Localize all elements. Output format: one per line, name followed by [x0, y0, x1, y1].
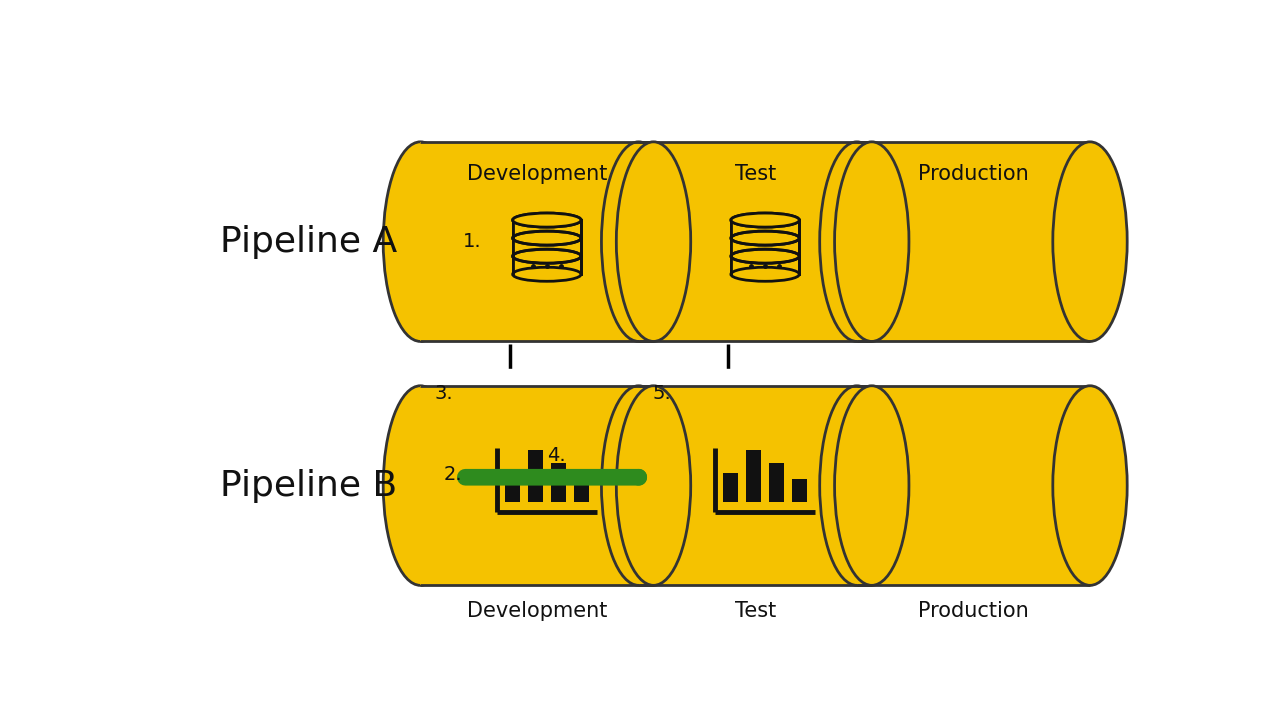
Ellipse shape — [617, 386, 691, 585]
Ellipse shape — [513, 213, 581, 227]
Ellipse shape — [731, 267, 799, 282]
Bar — [504, 474, 520, 502]
Ellipse shape — [513, 249, 581, 264]
Text: Pipeline A: Pipeline A — [220, 225, 397, 258]
Bar — [769, 463, 785, 502]
Text: 2.: 2. — [443, 465, 462, 484]
Ellipse shape — [513, 231, 581, 245]
Text: 1.: 1. — [463, 232, 481, 251]
Ellipse shape — [602, 386, 676, 585]
Bar — [723, 474, 739, 502]
Text: Pipeline B: Pipeline B — [220, 469, 397, 503]
Ellipse shape — [731, 213, 799, 227]
Ellipse shape — [819, 386, 893, 585]
Bar — [420, 386, 654, 585]
Ellipse shape — [835, 142, 909, 341]
Bar — [513, 220, 581, 274]
Text: Test: Test — [735, 601, 776, 621]
Ellipse shape — [513, 267, 581, 282]
Bar — [420, 142, 654, 341]
Ellipse shape — [731, 231, 799, 245]
Ellipse shape — [819, 142, 893, 341]
Text: 3.: 3. — [434, 384, 453, 403]
Bar — [856, 386, 1091, 585]
Ellipse shape — [731, 249, 799, 264]
Bar — [420, 142, 654, 341]
Bar — [639, 386, 872, 585]
Text: 5.: 5. — [652, 384, 671, 403]
Bar — [573, 479, 589, 502]
Bar — [856, 142, 1091, 341]
Text: Test: Test — [735, 164, 776, 184]
Bar — [527, 450, 543, 502]
Ellipse shape — [731, 213, 799, 227]
Bar — [792, 479, 808, 502]
Ellipse shape — [383, 142, 458, 341]
Text: 4.: 4. — [548, 446, 566, 464]
Bar — [420, 386, 654, 585]
Text: Development: Development — [467, 601, 607, 621]
Ellipse shape — [1052, 142, 1128, 341]
Bar — [639, 142, 872, 341]
Ellipse shape — [1052, 386, 1128, 585]
Bar — [513, 220, 580, 274]
Bar — [856, 386, 1091, 585]
Bar — [731, 220, 799, 274]
Bar — [639, 386, 872, 585]
Bar — [732, 220, 799, 274]
Text: Development: Development — [467, 164, 607, 184]
Bar — [639, 142, 872, 341]
Ellipse shape — [617, 142, 691, 341]
Bar — [746, 450, 762, 502]
Text: Production: Production — [918, 164, 1029, 184]
Bar — [856, 142, 1091, 341]
Ellipse shape — [383, 386, 458, 585]
Bar — [550, 463, 566, 502]
Text: Production: Production — [918, 601, 1029, 621]
Ellipse shape — [835, 386, 909, 585]
Ellipse shape — [513, 213, 581, 227]
Ellipse shape — [602, 142, 676, 341]
